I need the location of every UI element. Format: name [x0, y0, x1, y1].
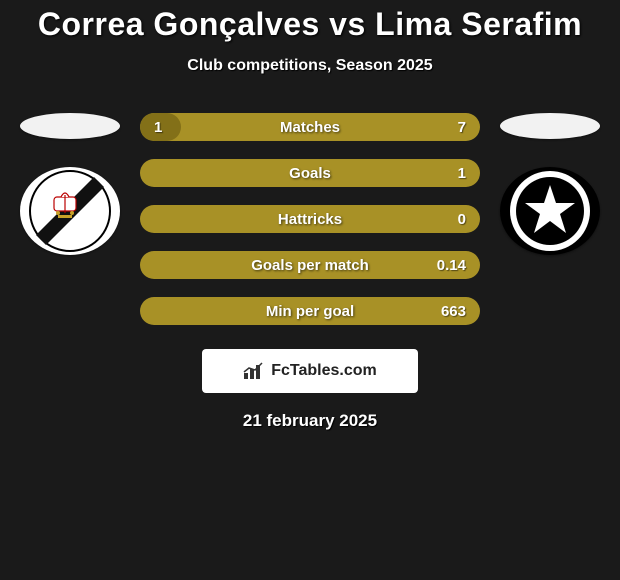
- stat-bar: Hattricks 0: [140, 205, 480, 233]
- stat-right-value: 663: [441, 303, 466, 320]
- stat-right-value: 0: [458, 211, 466, 228]
- right-flag-icon: [500, 113, 600, 139]
- stat-right-value: 1: [458, 165, 466, 182]
- comparison-card: Correa Gonçalves vs Lima Serafim Club co…: [0, 0, 620, 431]
- stat-bar: Goals 1: [140, 159, 480, 187]
- subtitle: Club competitions, Season 2025: [0, 57, 620, 75]
- stat-left-value: 1: [154, 119, 162, 136]
- vasco-crest-icon: [28, 169, 112, 253]
- page-title: Correa Gonçalves vs Lima Serafim: [0, 6, 620, 43]
- stat-right-value: 0.14: [437, 257, 466, 274]
- stat-bars: 1 Matches 7 Goals 1 Hattricks 0 Goals per match…: [140, 113, 480, 325]
- stat-bar: 1 Matches 7: [140, 113, 480, 141]
- left-club-badge: [20, 167, 120, 255]
- bar-chart-icon: [243, 362, 265, 380]
- stat-bar: Goals per match 0.14: [140, 251, 480, 279]
- site-label: FcTables.com: [271, 362, 377, 380]
- stat-name: Goals: [289, 165, 331, 182]
- right-club-badge: [500, 167, 600, 255]
- left-flag-icon: [20, 113, 120, 139]
- site-badge: FcTables.com: [202, 349, 418, 393]
- stat-name: Hattricks: [278, 211, 342, 228]
- date-label: 21 february 2025: [0, 411, 620, 431]
- stat-name: Goals per match: [251, 257, 369, 274]
- left-side: [10, 113, 130, 255]
- right-side: [490, 113, 610, 255]
- stat-name: Min per goal: [266, 303, 354, 320]
- stat-name: Matches: [280, 119, 340, 136]
- stat-bar: Min per goal 663: [140, 297, 480, 325]
- stat-right-value: 7: [458, 119, 466, 136]
- botafogo-crest-icon: [508, 169, 592, 253]
- main-row: 1 Matches 7 Goals 1 Hattricks 0 Goals per match…: [0, 113, 620, 325]
